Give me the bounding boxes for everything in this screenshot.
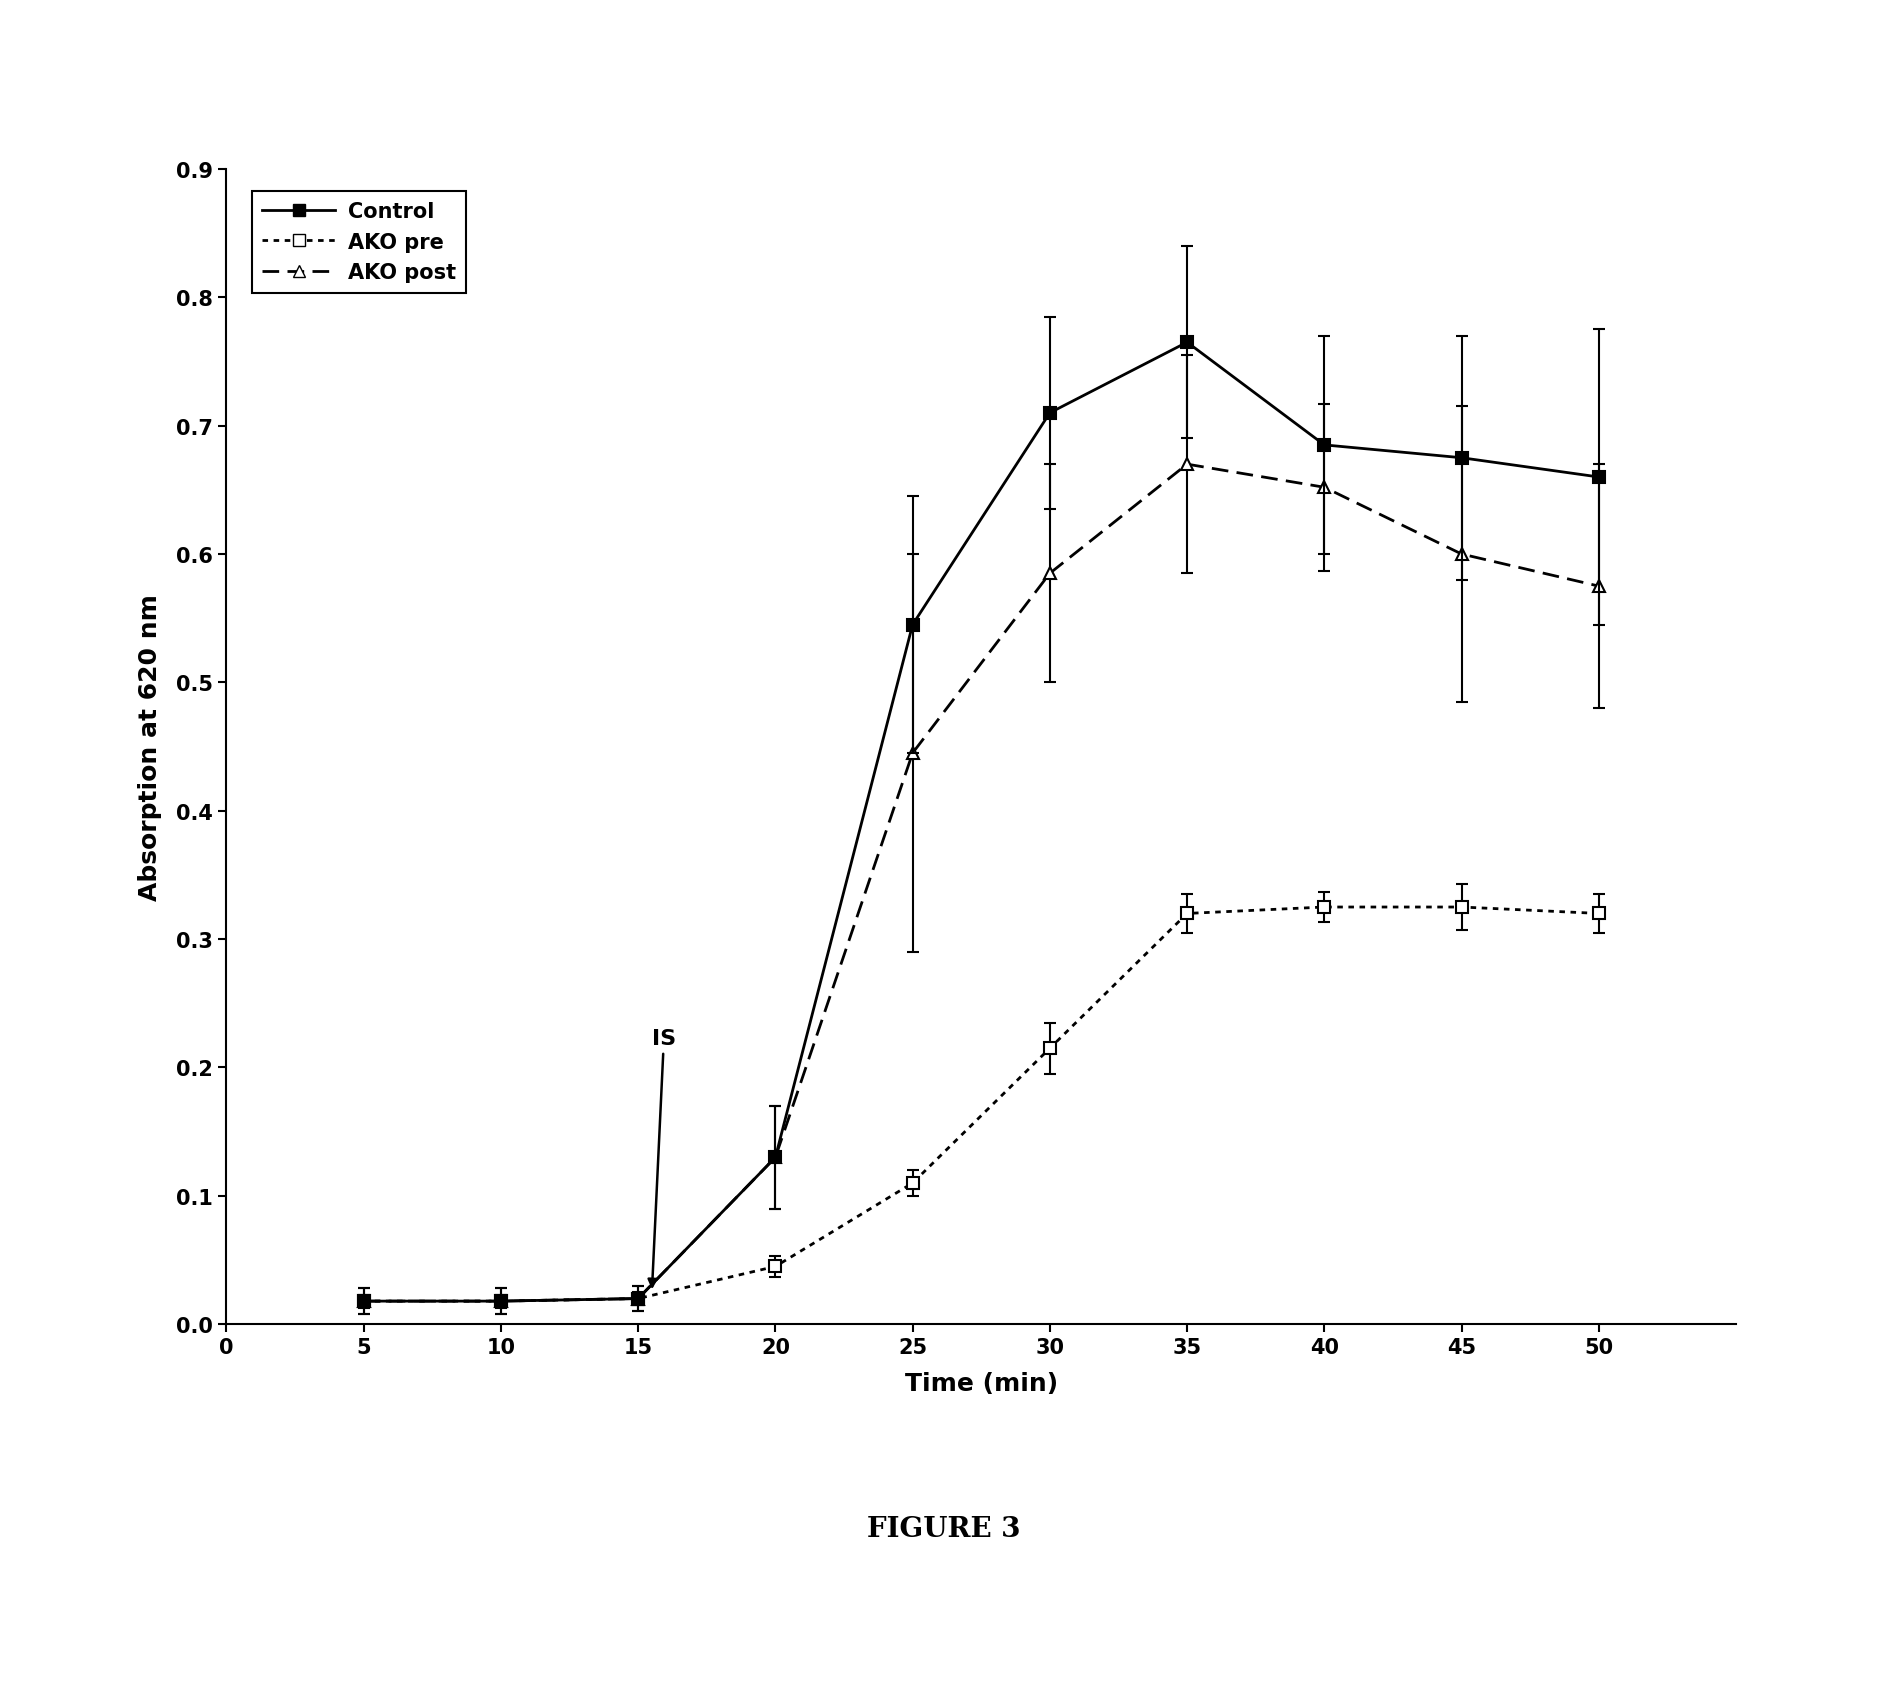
Text: IS: IS (649, 1029, 676, 1287)
X-axis label: Time (min): Time (min) (904, 1372, 1059, 1396)
Text: FIGURE 3: FIGURE 3 (866, 1515, 1021, 1542)
Y-axis label: Absorption at 620 nm: Absorption at 620 nm (138, 594, 162, 900)
Legend: Control, AKO pre, AKO post: Control, AKO pre, AKO post (253, 192, 466, 294)
